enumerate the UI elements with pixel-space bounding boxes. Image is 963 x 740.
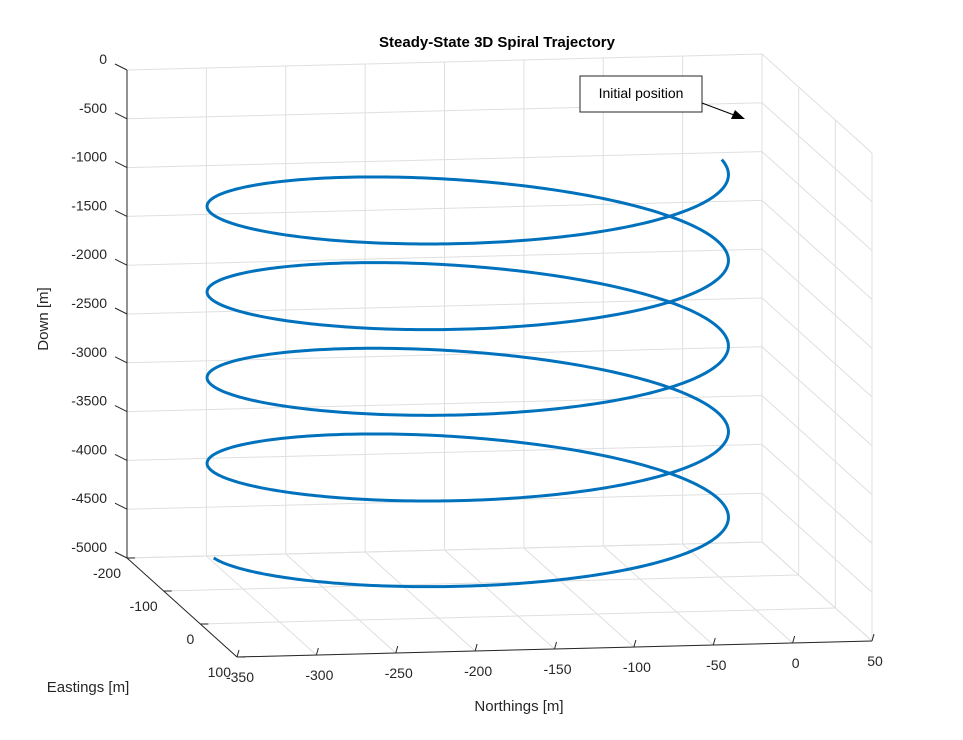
x-tick-label: 50 bbox=[867, 653, 883, 669]
x-tick-mark bbox=[633, 639, 637, 648]
z-tick-label: -4500 bbox=[71, 490, 107, 506]
x-tick-label: 0 bbox=[792, 655, 800, 671]
z-tick-label: -5000 bbox=[71, 539, 107, 555]
z-tick-mark bbox=[114, 112, 128, 120]
x-tick-mark bbox=[554, 641, 557, 650]
floor-gridline-x bbox=[602, 545, 714, 646]
y-axis-line bbox=[126, 557, 238, 658]
annotation-box bbox=[579, 75, 703, 113]
z-tick-mark bbox=[114, 356, 128, 364]
z-tick-mark bbox=[114, 551, 128, 559]
floor-gridline-x bbox=[444, 549, 555, 650]
x-tick-label: -150 bbox=[543, 661, 571, 677]
right-wall-gridline-z bbox=[761, 151, 873, 251]
back-wall-gridline-z bbox=[126, 151, 763, 169]
chart-title: Steady-State 3D Spiral Trajectory bbox=[379, 34, 616, 51]
back-wall-gridline-z bbox=[126, 297, 763, 315]
z-tick-mark bbox=[114, 405, 128, 413]
right-wall-gridline-z bbox=[761, 200, 873, 300]
y-tick-label: -100 bbox=[130, 598, 158, 614]
z-tick-mark bbox=[114, 502, 128, 510]
x-tick-mark bbox=[871, 633, 875, 642]
z-tick-mark bbox=[114, 258, 128, 266]
back-wall-gridline-z bbox=[126, 443, 763, 461]
right-wall-gridline-z bbox=[761, 248, 873, 349]
right-wall-gridline-z bbox=[761, 346, 873, 447]
annotation-arrowhead bbox=[731, 110, 745, 119]
back-wall-gridline-z bbox=[126, 541, 763, 559]
z-axis-label: Down [m] bbox=[35, 287, 52, 350]
x-tick-label: -350 bbox=[226, 669, 254, 685]
right-wall-gridline-z bbox=[761, 541, 873, 642]
z-tick-label: 0 bbox=[99, 51, 107, 67]
floor-gridline-x bbox=[523, 547, 635, 648]
x-tick-mark bbox=[474, 643, 478, 652]
back-wall-gridline-z bbox=[126, 53, 763, 71]
spiral-trajectory-line bbox=[205, 158, 730, 589]
z-tick-label: -500 bbox=[79, 100, 107, 116]
z-tick-label: -2000 bbox=[71, 246, 107, 262]
series-layer bbox=[205, 158, 730, 589]
floor-gridline-x bbox=[682, 543, 793, 644]
z-tick-mark bbox=[114, 63, 128, 71]
z-tick-mark bbox=[114, 453, 128, 461]
right-wall-gridline-z bbox=[761, 102, 873, 203]
y-tick-label: 0 bbox=[187, 631, 195, 647]
z-tick-mark bbox=[114, 307, 128, 315]
z-tick-mark bbox=[114, 209, 128, 217]
x-tick-mark bbox=[236, 649, 240, 658]
floor-gridline-y bbox=[163, 574, 799, 592]
x-tick-label: -250 bbox=[385, 665, 413, 681]
right-wall-gridline-z bbox=[761, 395, 873, 495]
x-tick-mark bbox=[712, 637, 716, 646]
back-wall-gridline-z bbox=[126, 248, 763, 266]
floor-gridline-y bbox=[200, 607, 836, 625]
z-tick-label: -4000 bbox=[71, 441, 107, 457]
z-tick-label: -1500 bbox=[71, 197, 107, 213]
x-tick-mark bbox=[792, 635, 796, 644]
back-wall-gridline-z bbox=[126, 199, 763, 217]
z-tick-label: -1000 bbox=[71, 149, 107, 165]
floor-gridline-x bbox=[206, 555, 317, 656]
y-tick-label: 100 bbox=[208, 664, 232, 680]
axis-layer bbox=[114, 63, 875, 658]
floor-gridline-x bbox=[285, 553, 397, 654]
annotation-arrow bbox=[701, 102, 735, 116]
x-tick-mark bbox=[395, 645, 399, 654]
tick-label-layer: -350 -300 -250 -200 -150 -100 -50 0 50-200-10001… bbox=[71, 51, 883, 685]
x-tick-label: -300 bbox=[305, 667, 333, 683]
x-tick-label: -200 bbox=[464, 663, 492, 679]
back-wall-gridline-z bbox=[126, 395, 763, 413]
annotation-text: Initial position bbox=[599, 85, 684, 101]
z-tick-label: -2500 bbox=[71, 295, 107, 311]
annotation: Initial position bbox=[579, 75, 745, 119]
right-wall-gridline-z bbox=[761, 492, 873, 593]
x-tick-label: -50 bbox=[706, 657, 726, 673]
x-tick-label: -100 bbox=[623, 659, 651, 675]
z-tick-mark bbox=[114, 161, 128, 169]
right-wall-gridline-z bbox=[761, 53, 873, 154]
x-axis-label: Northings [m] bbox=[474, 698, 563, 715]
y-tick-label: -200 bbox=[93, 565, 121, 581]
floor-gridline-x bbox=[364, 551, 476, 652]
z-tick-label: -3500 bbox=[71, 393, 107, 409]
z-tick-label: -3000 bbox=[71, 344, 107, 360]
y-axis-label: Eastings [m] bbox=[47, 679, 130, 696]
right-wall-gridline-z bbox=[761, 297, 873, 398]
x-tick-mark bbox=[315, 647, 319, 656]
right-wall-gridline-z bbox=[761, 444, 873, 544]
